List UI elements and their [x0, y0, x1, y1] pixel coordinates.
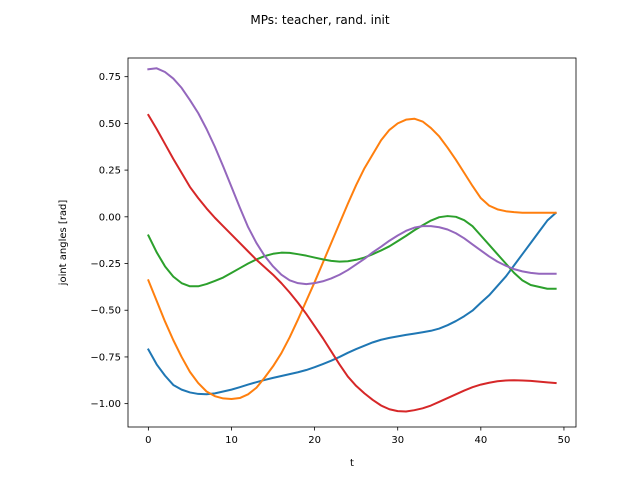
y-tick-label: 0.25 — [99, 166, 121, 177]
x-tick-label: 0 — [145, 435, 151, 446]
series-group — [146, 67, 558, 413]
y-tick-label: −0.25 — [90, 259, 121, 270]
y-axis-label: joint angles [rad] — [58, 200, 69, 287]
series-line-2 — [147, 117, 557, 400]
series-line-3 — [147, 215, 557, 290]
y-tick-label: 0.75 — [99, 72, 121, 83]
series-line-5 — [147, 67, 557, 286]
plot-frame — [127, 57, 577, 428]
y-tick-label: −1.00 — [90, 399, 121, 410]
x-tick-label: 20 — [308, 435, 321, 446]
x-tick-label: 40 — [474, 435, 487, 446]
series-line-4 — [146, 113, 557, 413]
series-line-1 — [146, 211, 558, 396]
x-tick-label: 50 — [558, 435, 571, 446]
plot-area — [128, 58, 576, 427]
y-tick-label: 0.00 — [99, 212, 121, 223]
x-axis-label: t — [350, 458, 354, 469]
x-tick-label: 10 — [225, 435, 238, 446]
x-axis-ticks: 0 10 20 30 40 50 — [145, 427, 570, 446]
y-tick-label: −0.50 — [90, 306, 121, 317]
chart-title: MPs: teacher, rand. init — [250, 13, 389, 27]
y-tick-label: 0.50 — [99, 119, 121, 130]
y-tick-label: −0.75 — [90, 352, 121, 363]
x-tick-label: 30 — [391, 435, 404, 446]
y-axis-ticks: −1.00 −0.75 −0.50 −0.25 0.00 0.25 0.50 0.75 — [90, 72, 128, 410]
